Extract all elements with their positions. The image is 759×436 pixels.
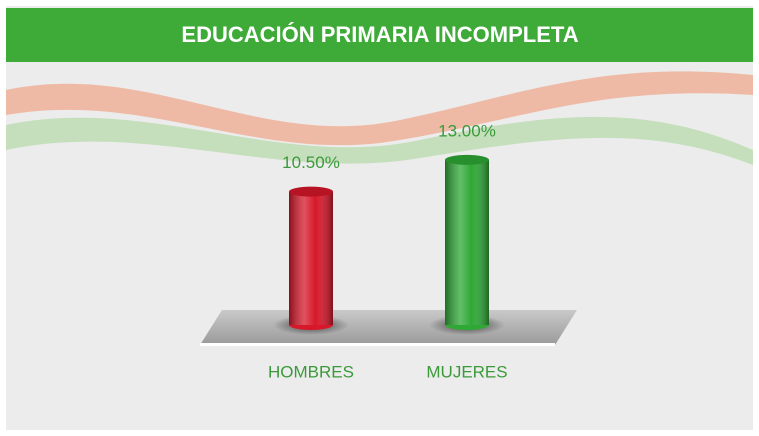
bar-shade <box>289 192 333 325</box>
value-label: 10.50% <box>282 153 340 172</box>
bar <box>289 187 333 330</box>
platform-edge <box>200 343 555 346</box>
bar <box>445 155 489 330</box>
bar-top-shade <box>445 155 489 165</box>
chart: EDUCACIÓN PRIMARIA INCOMPLETA 10.50% HOMB… <box>0 0 759 436</box>
page: EDUCACIÓN PRIMARIA INCOMPLETA 10.50% HOMB… <box>0 0 759 436</box>
platform <box>200 310 577 345</box>
x-tick-label: HOMBRES <box>268 362 354 381</box>
bar-shade <box>445 160 489 325</box>
value-label: 13.00% <box>438 121 496 140</box>
x-tick-label: MUJERES <box>426 362 507 381</box>
panel <box>6 6 753 430</box>
bar-top-shade <box>289 187 333 197</box>
chart-title: EDUCACIÓN PRIMARIA INCOMPLETA <box>181 22 578 47</box>
